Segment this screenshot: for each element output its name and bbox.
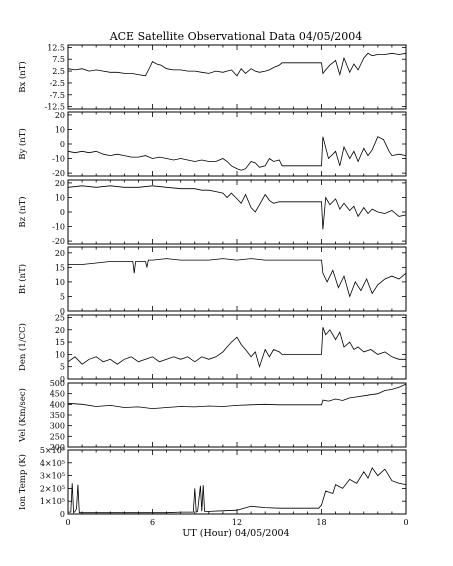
y-axis-label: Den (1/CC) <box>17 323 28 371</box>
panels-group: 12.5 7.5 2.5 -2.5 -7.5 -12.5 Bx (nT) 20 10 0 -10 -2… <box>17 43 409 527</box>
y-tick-label: 0 <box>60 208 65 217</box>
y-tick-label: 20 <box>55 179 65 188</box>
y-tick-label: -20 <box>52 237 65 246</box>
y-tick-label: 7.5 <box>52 55 65 64</box>
series-line <box>68 467 407 514</box>
y-tick-label: -20 <box>52 169 65 178</box>
series-line <box>67 327 406 369</box>
y-tick-label: 400 <box>50 400 65 409</box>
y-tick-label: -7.5 <box>50 91 65 100</box>
y-tick-label: 2.5 <box>52 67 65 76</box>
y-tick-label: 0 <box>60 375 65 384</box>
y-tick-label: 12.5 <box>47 43 65 52</box>
series-line <box>67 52 407 77</box>
y-tick-label: -2.5 <box>50 79 65 88</box>
y-axis-label: Bt (nT) <box>17 264 28 294</box>
panel-frame <box>67 449 407 515</box>
y-tick-label: 10 <box>55 350 65 359</box>
y-tick-label: 10 <box>55 278 65 287</box>
y-tick-label: 20 <box>55 111 65 120</box>
y-tick-label: 5×10⁵ <box>40 446 65 455</box>
panel-bz: 20 10 0 -10 -20 Bz (nT) <box>17 179 407 246</box>
y-tick-label: 5 <box>60 363 65 372</box>
series-line <box>67 383 407 410</box>
y-tick-label: 0 <box>60 140 65 149</box>
x-tick-label: 0 <box>65 518 70 527</box>
x-tick-label: 6 <box>150 518 155 527</box>
y-tick-label: 5 <box>60 292 65 301</box>
x-axis-label: UT (Hour) 04/05/2004 <box>182 528 289 539</box>
series-line <box>67 185 407 230</box>
y-tick-label: -10 <box>52 155 65 164</box>
y-tick-label: 0 <box>60 510 65 519</box>
panel-bt: 20 15 10 5 0 Bt (nT) <box>17 246 407 316</box>
y-tick-label: 350 <box>50 411 65 420</box>
panel-frame <box>67 382 407 448</box>
y-axis-label: Ion Temp (K) <box>17 454 28 510</box>
x-tick-label: 0 <box>403 518 408 527</box>
y-tick-label: 15 <box>55 263 65 272</box>
y-tick-label: 300 <box>50 422 65 431</box>
panel-temp: 5×10⁵ 4×10⁵ 3×10⁵ 2×10⁵ 1×10⁵ 0 Ion Temp (K) <box>17 446 407 519</box>
y-tick-label: -10 <box>52 223 65 232</box>
y-tick-label: 10 <box>55 125 65 134</box>
panel-frame <box>67 179 407 245</box>
y-axis-label: By (nT) <box>17 128 28 160</box>
y-axis-label: Bx (nT) <box>17 61 28 93</box>
panel-frame <box>67 246 407 312</box>
y-axis-label: Vel (Km/sec) <box>17 388 28 443</box>
x-tick-label: 12 <box>232 518 242 527</box>
y-tick-label: 250 <box>50 432 65 441</box>
panel-by: 20 10 0 -10 -20 By (nT) <box>17 111 407 178</box>
y-tick-label: 20 <box>55 249 65 258</box>
y-tick-label: 4×10⁵ <box>40 459 65 468</box>
panel-frame <box>67 111 407 177</box>
y-tick-label: -12.5 <box>44 103 65 112</box>
panel-bx: 12.5 7.5 2.5 -2.5 -7.5 -12.5 Bx (nT) <box>17 43 407 112</box>
y-tick-label: 25 <box>55 313 65 322</box>
panel-den: 25 20 15 10 5 0 Den (1/CC) <box>17 313 407 384</box>
y-axis-label: Bz (nT) <box>17 196 28 227</box>
panel-frame <box>67 314 407 380</box>
y-tick-label: 10 <box>55 193 65 202</box>
y-tick-label: 1×10⁵ <box>40 497 65 506</box>
y-tick-label: 15 <box>55 338 65 347</box>
y-tick-label: 2×10⁵ <box>40 484 65 493</box>
y-tick-label: 200 <box>50 443 65 452</box>
series-line <box>67 136 407 171</box>
y-tick-label: 450 <box>50 390 65 399</box>
y-tick-label: 20 <box>55 326 65 335</box>
y-tick-label: 3×10⁵ <box>40 472 65 481</box>
panel-frame <box>67 44 407 110</box>
x-tick-label: 18 <box>316 518 326 527</box>
chart-title: ACE Satellite Observational Data 04/05/2… <box>109 30 363 43</box>
series-line <box>68 258 407 298</box>
y-tick-label: 500 <box>50 379 65 388</box>
y-tick-label: 0 <box>60 307 65 316</box>
